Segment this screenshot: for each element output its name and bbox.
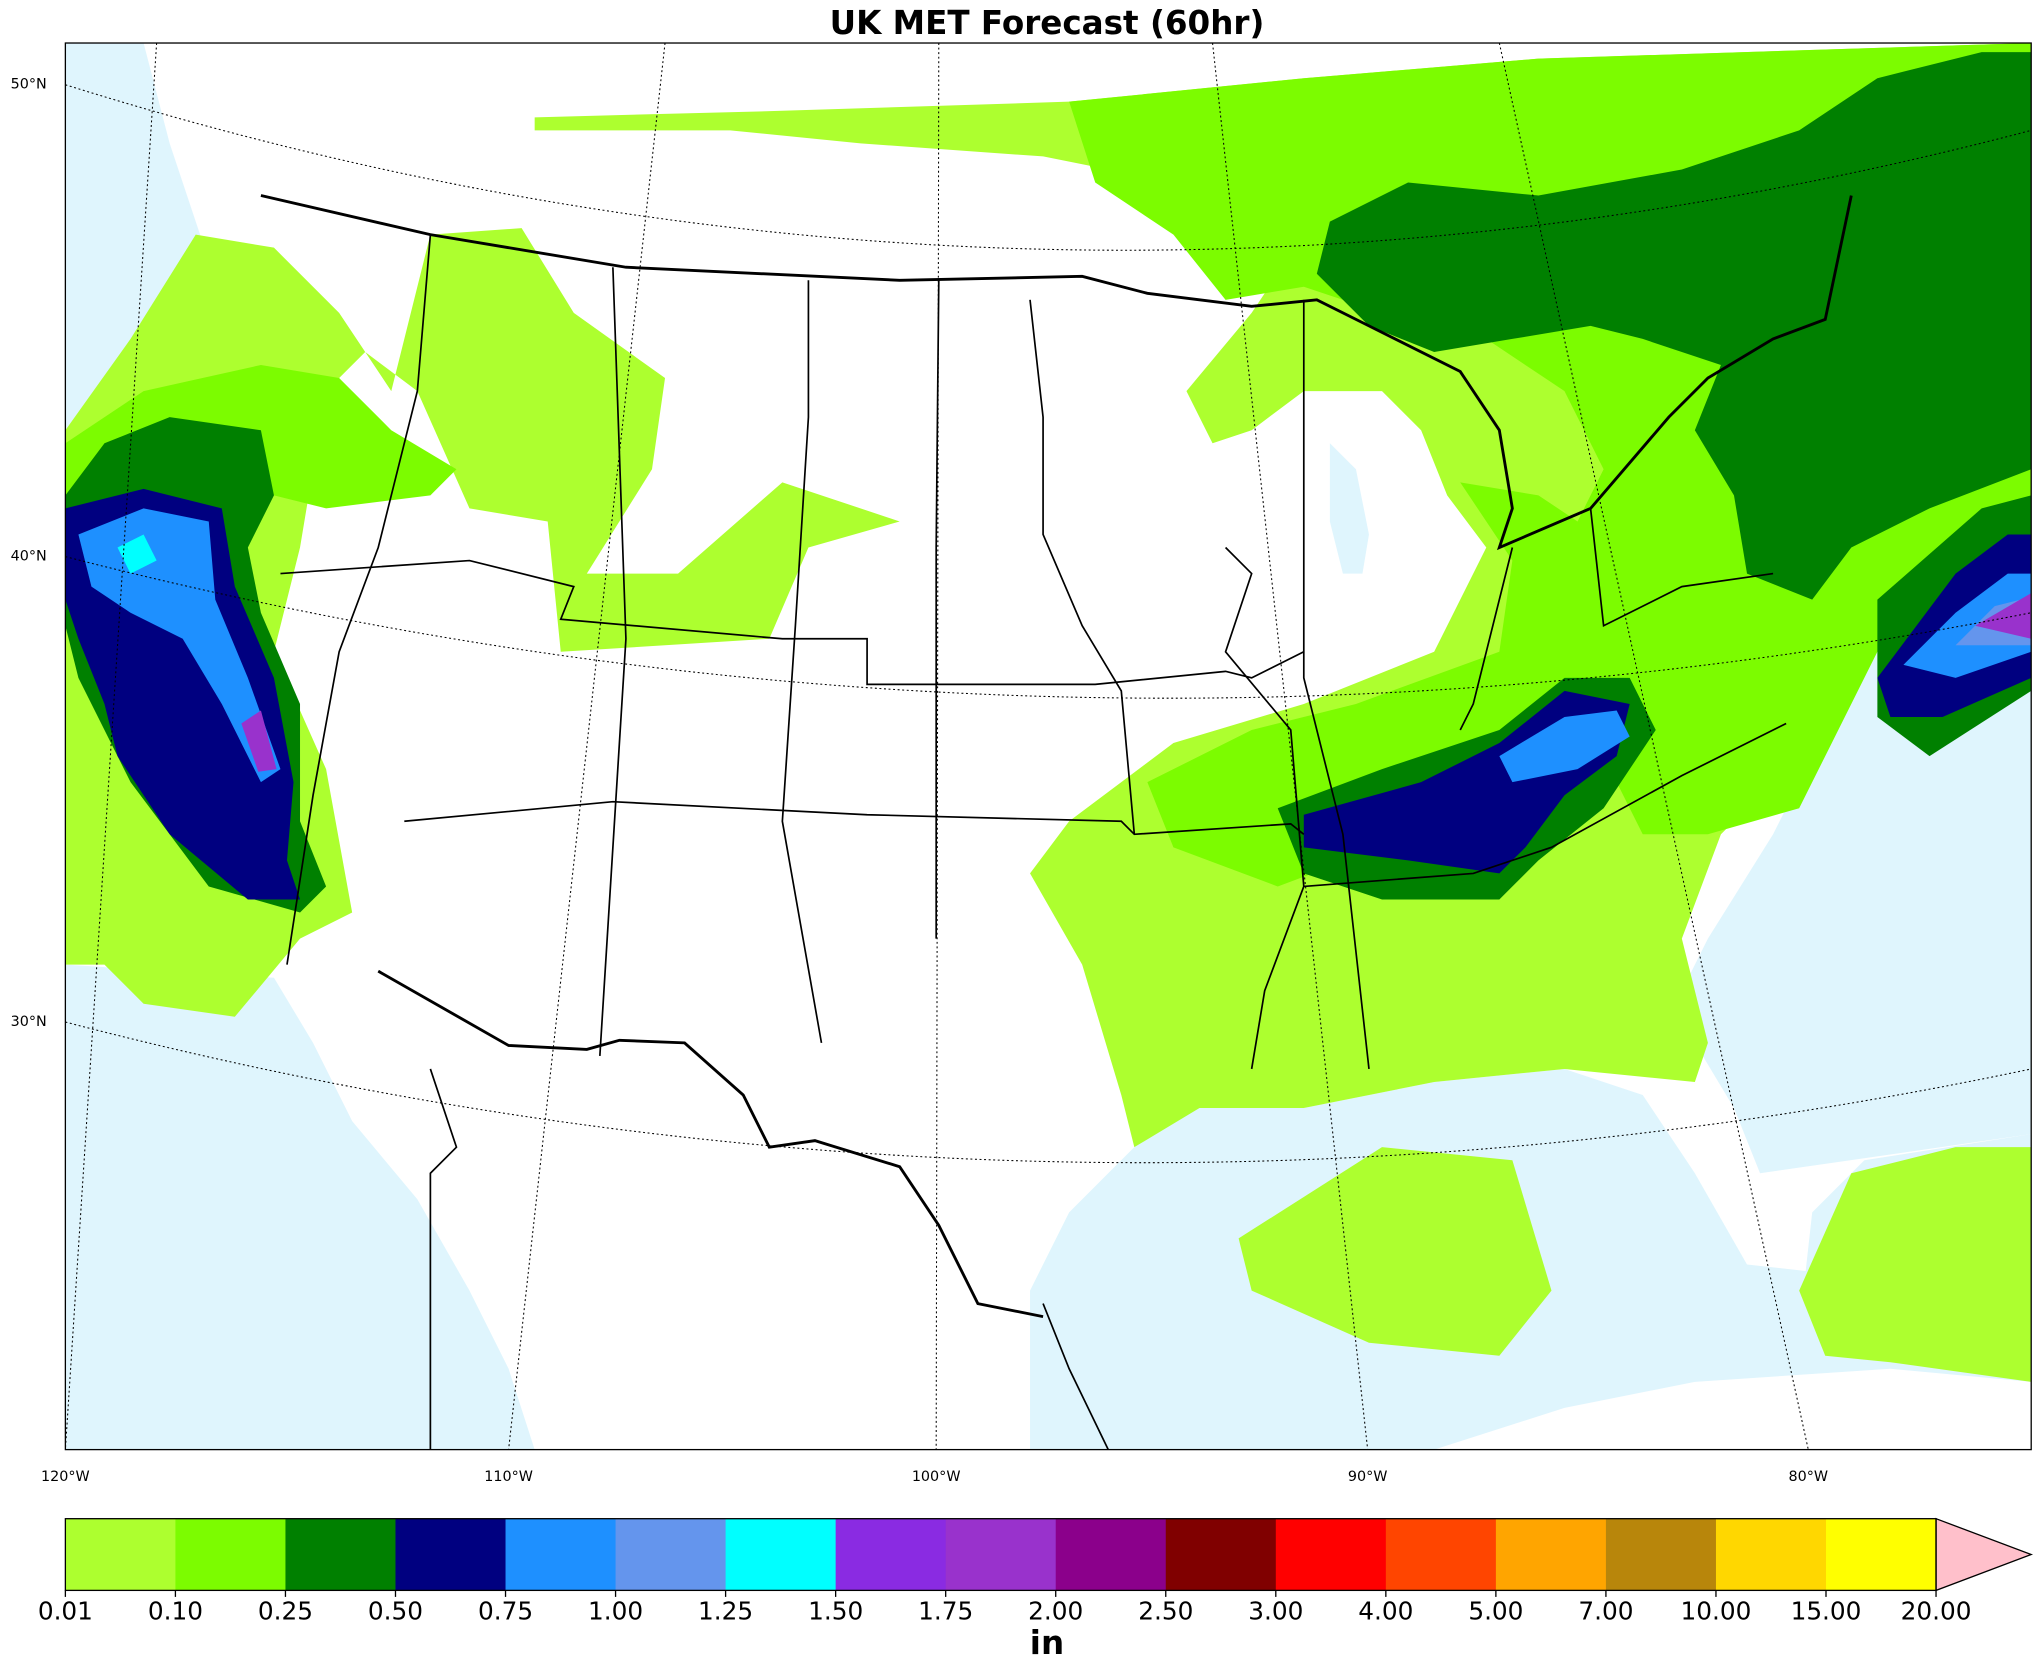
colorbar-tick-label: 0.50 (368, 1597, 423, 1626)
colorbar-tick-label: 0.10 (148, 1597, 203, 1626)
lat-label: 40°N (11, 549, 47, 565)
colorbar-tick-label: 0.01 (38, 1597, 93, 1626)
colorbar-segment (835, 1518, 947, 1591)
lon-label: 110°W (484, 1469, 533, 1485)
colorbar-segment (285, 1518, 397, 1591)
colorbar-tick-label: 7.00 (1578, 1597, 1633, 1626)
colorbar-tick-label: 2.50 (1138, 1597, 1193, 1626)
colorbar-tick-label: 10.00 (1681, 1597, 1752, 1626)
colorbar-tick-label: 1.00 (588, 1597, 643, 1626)
borders (260, 194, 1853, 1450)
graticule (64, 42, 2032, 1450)
colorbar-tick-label: 20.00 (1901, 1597, 1972, 1626)
colorbar-segment (1055, 1518, 1167, 1591)
colorbar-segment (1825, 1518, 1937, 1591)
ocean (65, 43, 535, 1450)
colorbar-segment (725, 1518, 837, 1591)
colorbar-tick-label: 3.00 (1248, 1597, 1303, 1626)
colorbar-segment (395, 1518, 507, 1591)
colorbar-segment (65, 1518, 177, 1591)
lat-label: 50°N (11, 77, 47, 93)
colorbar-tick-label: 0.75 (478, 1597, 533, 1626)
colorbar-segment (1605, 1518, 1717, 1591)
colorbar-segment (1165, 1518, 1277, 1591)
colorbar-tick-label: 1.25 (698, 1597, 753, 1626)
map-frame (64, 42, 2032, 1451)
colorbar: 0.01 0.10 0.25 0.50 0.75 1.00 1.25 1.50 1.75 2.00… (38, 1517, 2034, 1626)
lat-label: 30°N (11, 1014, 47, 1030)
colorbar-tick-label: 5.00 (1468, 1597, 1523, 1626)
colorbar-segment (175, 1518, 287, 1591)
colorbar-tick-label: 0.25 (258, 1597, 313, 1626)
colorbar-frame (64, 1518, 1937, 1592)
colorbar-tick-label: 1.50 (808, 1597, 863, 1626)
lon-label: 80°W (1788, 1469, 1828, 1485)
colorbar-segment (615, 1518, 727, 1591)
lon-label: 120°W (41, 1469, 90, 1485)
colorbar-segment (1275, 1518, 1387, 1591)
colorbar-tick-label: 15.00 (1791, 1597, 1862, 1626)
lake (1329, 443, 1369, 574)
colorbar-tick-label: 2.00 (1028, 1597, 1083, 1626)
colorbar-segment (1385, 1518, 1497, 1591)
colorbar-tick-label: 4.00 (1358, 1597, 1413, 1626)
lon-labels: 120°W 110°W 100°W 90°W 80°W (41, 1469, 1828, 1485)
lon-label: 100°W (912, 1469, 961, 1485)
lat-labels: 50°N 40°N 30°N (11, 77, 47, 1030)
title: UK MET Forecast (60hr) (830, 4, 1265, 42)
colorbar-extend (1935, 1517, 2034, 1592)
colorbar-segment (945, 1518, 1057, 1591)
colorbar-segment (1715, 1518, 1827, 1591)
map (64, 42, 2032, 1451)
lon-label: 90°W (1348, 1469, 1388, 1485)
colorbar-segment (505, 1518, 617, 1591)
colorbar-label: in (1030, 1624, 1064, 1662)
colorbar-tick-label: 1.75 (918, 1597, 973, 1626)
precip (65, 43, 2032, 1382)
colorbar-segment (1495, 1518, 1607, 1591)
